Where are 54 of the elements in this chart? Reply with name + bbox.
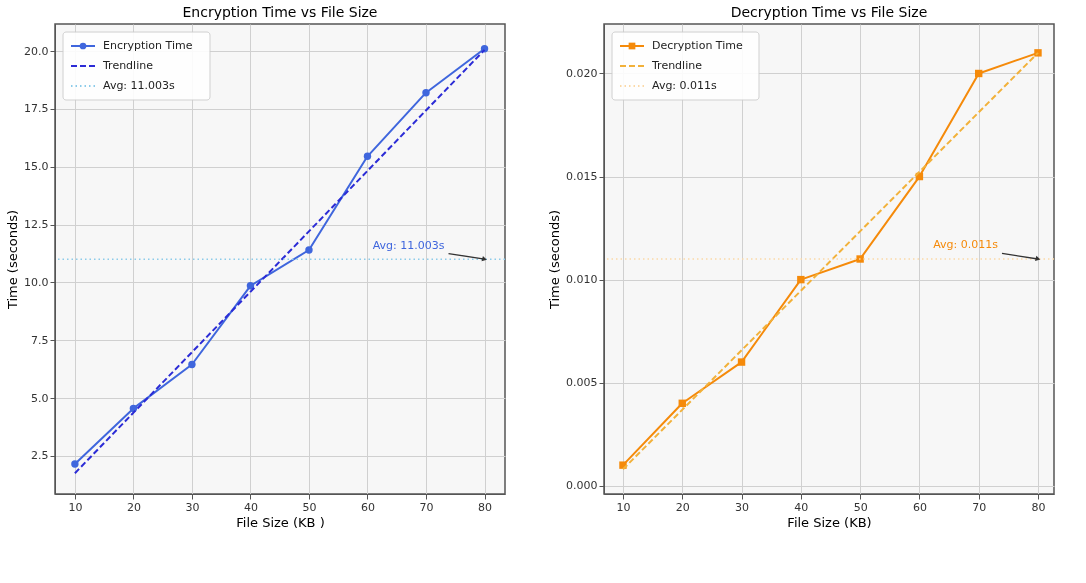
legend-label: Trendline [651, 59, 703, 72]
x-axis-title: File Size (KB) [787, 514, 872, 530]
x-tick-label: 10 [68, 500, 83, 514]
y-tick-label: 20.0 [24, 44, 49, 58]
annotation: Avg: 11.003s [372, 238, 445, 252]
x-tick-label: 30 [185, 500, 200, 514]
x-tick-label: 40 [794, 500, 809, 514]
y-tick-label: 0.010 [566, 273, 598, 287]
x-tick-label: 60 [360, 500, 375, 514]
x-tick-label: 50 [853, 500, 868, 514]
legend-label: Trendline [102, 59, 154, 72]
y-tick-label: 7.5 [31, 333, 49, 347]
legend-label: Avg: 0.011s [652, 79, 718, 92]
point [422, 89, 430, 97]
chart-title: Encryption Time vs File Size [182, 4, 378, 20]
point [305, 246, 313, 254]
y-axis-title: Time (seconds) [5, 209, 21, 311]
x-tick-label: 20 [675, 500, 690, 514]
y-tick-label: 0.005 [566, 376, 598, 390]
point [737, 358, 746, 366]
annotation: Avg: 0.011s [933, 238, 999, 252]
x-tick-label: 70 [972, 500, 987, 514]
point [856, 255, 864, 263]
x-axis-title: File Size (KB ) [236, 514, 325, 530]
point [363, 152, 372, 160]
point [129, 404, 138, 413]
legend-label: Avg: 11.003s [103, 79, 176, 92]
x-tick-label: 80 [478, 500, 493, 514]
point [1034, 49, 1042, 57]
x-tick-label: 40 [243, 500, 258, 514]
y-tick-label: 12.5 [24, 218, 49, 232]
y-tick-label: 15.0 [24, 160, 49, 174]
y-tick-label: 5.0 [31, 391, 49, 405]
y-tick-label: 0.020 [566, 66, 598, 80]
point [188, 360, 196, 369]
legend-label: Decryption Time [652, 39, 744, 52]
x-tick-label: 30 [735, 500, 750, 514]
point [71, 460, 79, 468]
x-tick-label: 20 [126, 500, 141, 514]
legend-label: Encryption Time [103, 39, 193, 52]
x-tick-label: 60 [912, 500, 927, 514]
y-tick-label: 17.5 [24, 102, 49, 116]
chart-title: Decryption Time vs File Size [730, 4, 928, 20]
y-tick-label: 0.000 [566, 479, 598, 493]
y-tick-label: 10.0 [24, 275, 49, 289]
x-tick-label: 10 [616, 500, 631, 514]
x-tick-label: 50 [302, 500, 317, 514]
y-tick-label: 2.5 [31, 449, 49, 463]
y-tick-label: 0.015 [566, 170, 598, 184]
point [797, 275, 805, 284]
x-tick-label: 80 [1031, 500, 1046, 514]
x-tick-label: 70 [419, 500, 434, 514]
y-axis-title: Time (seconds) [547, 209, 563, 311]
point [246, 282, 255, 290]
